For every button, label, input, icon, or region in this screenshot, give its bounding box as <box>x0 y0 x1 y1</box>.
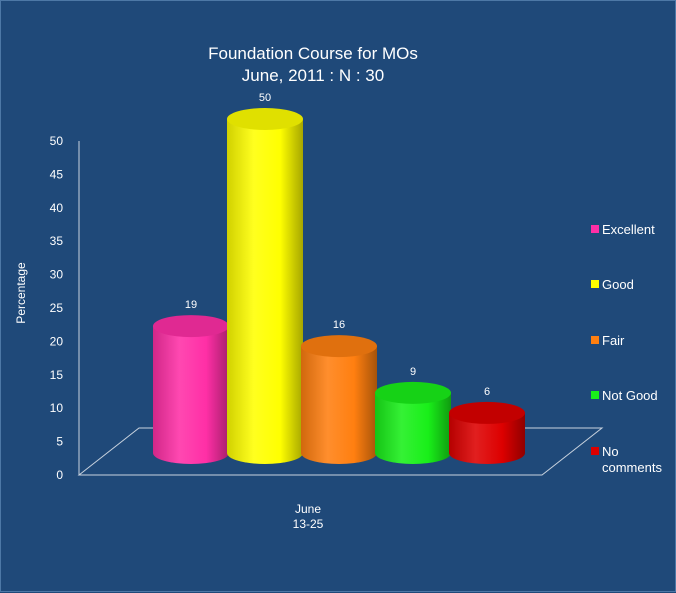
bars <box>153 108 525 464</box>
legend-label: comments <box>602 460 662 475</box>
bar-excellent <box>153 315 229 464</box>
bar-good <box>227 108 303 464</box>
data-label: 50 <box>259 92 271 104</box>
bar-body <box>227 119 303 464</box>
bar-top <box>227 108 303 130</box>
bar-body <box>375 392 451 464</box>
legend-label: Good <box>602 277 634 292</box>
legend-swatch <box>591 447 599 455</box>
legend-item: Excellent <box>591 222 655 237</box>
bar-top <box>375 381 451 404</box>
data-label: 9 <box>410 366 416 378</box>
data-label: 16 <box>333 319 345 331</box>
legend-item: Fair <box>591 333 625 348</box>
bar-fair <box>301 335 377 464</box>
y-tick-label: 5 <box>56 435 63 449</box>
y-tick-label: 50 <box>50 134 64 148</box>
bar-top <box>301 335 377 358</box>
bar-top <box>153 315 229 338</box>
y-tick-label: 20 <box>50 334 64 348</box>
legend-swatch <box>591 336 599 344</box>
bar-top <box>449 401 525 424</box>
y-tick-label: 10 <box>50 401 64 415</box>
y-tick-label: 25 <box>50 301 64 315</box>
legend-label: No <box>602 444 619 459</box>
legend-label: Fair <box>602 333 625 348</box>
x-axis-category: June 13-25 <box>293 502 324 531</box>
data-label: 6 <box>484 386 490 398</box>
y-tick-label: 40 <box>50 201 64 215</box>
category-label-line-1: June <box>295 502 321 516</box>
chart-title: Foundation Course for MOs June, 2011 : N… <box>208 44 418 85</box>
data-labels: 19 50 16 9 6 <box>185 92 490 398</box>
title-line-2: June, 2011 : N : 30 <box>242 66 384 85</box>
legend-swatch <box>591 391 599 399</box>
title-line-1: Foundation Course for MOs <box>208 44 418 63</box>
bar-body <box>153 326 229 464</box>
legend-label: Excellent <box>602 222 655 237</box>
y-tick-label: 15 <box>50 368 64 382</box>
y-axis-title: Percentage <box>14 262 28 324</box>
legend-item: Not Good <box>591 388 658 403</box>
bar-not-good <box>375 381 451 464</box>
y-tick-label: 45 <box>50 167 64 181</box>
legend-swatch <box>591 280 599 288</box>
legend-swatch <box>591 225 599 233</box>
legend-item: Good <box>591 277 634 292</box>
y-tick-label: 0 <box>56 468 63 482</box>
legend-label: Not Good <box>602 388 658 403</box>
bar-no-comments <box>449 401 525 464</box>
floor-plane <box>77 427 604 476</box>
y-tick-label: 35 <box>50 234 64 248</box>
bar-body <box>301 346 377 464</box>
category-label-line-2: 13-25 <box>293 517 324 531</box>
y-axis-ticks: 0 5 10 15 20 25 30 35 40 45 50 <box>50 134 64 482</box>
bar-body <box>449 412 525 464</box>
data-label: 19 <box>185 299 197 311</box>
y-tick-label: 30 <box>50 268 64 282</box>
